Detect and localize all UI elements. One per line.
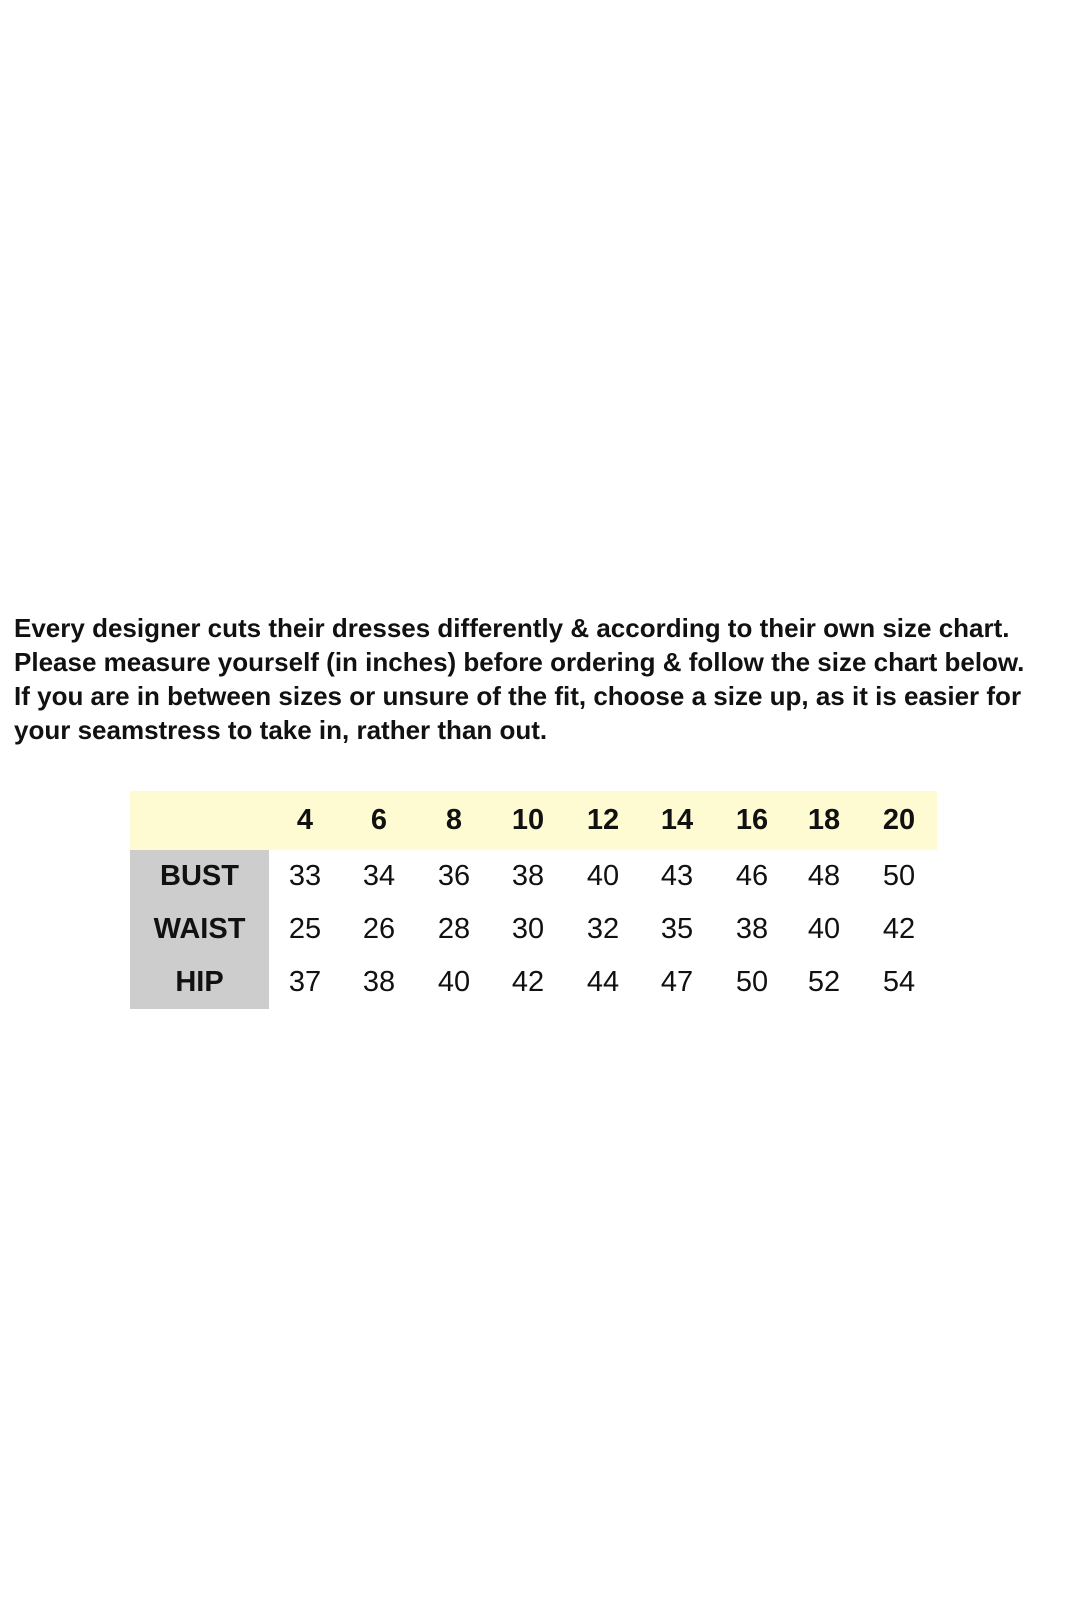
measurement-cell: 25 <box>288 913 322 945</box>
size-guide-intro: Every designer cuts their dresses differ… <box>14 611 1074 747</box>
measurement-cell: 43 <box>660 860 694 892</box>
row-label-waist: WAIST <box>153 913 246 945</box>
size-header-cell: 18 <box>807 804 841 836</box>
measurement-cell: 54 <box>882 966 916 998</box>
measurement-cell: 47 <box>660 966 694 998</box>
measurement-cell: 40 <box>807 913 841 945</box>
intro-paragraph-2: If you are in between sizes or unsure of… <box>14 681 1022 745</box>
measurement-cell: 40 <box>586 860 620 892</box>
measurement-cell: 52 <box>807 966 841 998</box>
size-header-cell: 10 <box>511 804 545 836</box>
measurement-cell: 33 <box>288 860 322 892</box>
measurement-cell: 37 <box>288 966 322 998</box>
measurement-cell: 28 <box>437 913 471 945</box>
intro-paragraph-1: Every designer cuts their dresses differ… <box>14 613 1025 677</box>
measurement-cell: 46 <box>735 860 769 892</box>
measurement-cell: 48 <box>807 860 841 892</box>
size-header-cell: 6 <box>370 804 388 836</box>
size-header-cell: 8 <box>445 804 463 836</box>
measurement-cell: 44 <box>586 966 620 998</box>
size-chart-table: 4 6 8 10 12 14 16 18 20 BUST 33 34 36 38 40 43 46 48 50 WAI… <box>130 791 937 1009</box>
row-label-bust: BUST <box>160 860 239 892</box>
measurement-cell: 30 <box>511 913 545 945</box>
size-header-cell: 20 <box>882 804 916 836</box>
row-label-hip: HIP <box>175 966 224 998</box>
measurement-cell: 38 <box>511 860 545 892</box>
size-header-cell: 4 <box>296 804 314 836</box>
measurement-cell: 26 <box>362 913 396 945</box>
size-header-cell: 14 <box>660 804 694 836</box>
measurement-label-column <box>130 850 269 1009</box>
size-header-row <box>130 791 937 850</box>
measurement-cell: 32 <box>586 913 620 945</box>
measurement-cell: 42 <box>511 966 545 998</box>
measurement-cell: 35 <box>660 913 694 945</box>
measurement-cell: 40 <box>437 966 471 998</box>
measurement-cell: 36 <box>437 860 471 892</box>
measurement-cell: 34 <box>362 860 396 892</box>
size-header-cell: 12 <box>586 804 620 836</box>
measurement-cell: 50 <box>882 860 916 892</box>
measurement-cell: 38 <box>735 913 769 945</box>
size-header-cell: 16 <box>735 804 769 836</box>
measurement-cell: 50 <box>735 966 769 998</box>
measurement-cell: 38 <box>362 966 396 998</box>
measurement-cell: 42 <box>882 913 916 945</box>
